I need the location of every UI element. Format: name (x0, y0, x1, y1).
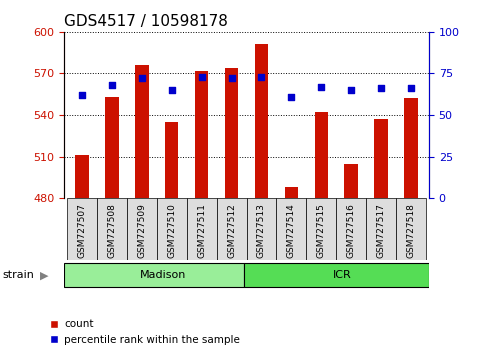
Text: GSM727510: GSM727510 (167, 203, 176, 258)
Bar (315, 112, 328, 198)
Bar (404, 98, 418, 198)
Bar (75, 155, 89, 198)
Bar (225, 68, 238, 198)
Text: GSM727518: GSM727518 (406, 203, 416, 258)
Bar (306, 198, 336, 260)
Text: GSM727512: GSM727512 (227, 203, 236, 258)
Point (257, 74, 265, 80)
Point (78, 92, 86, 98)
Legend: count, percentile rank within the sample: count, percentile rank within the sample (45, 315, 245, 349)
Bar (216, 198, 246, 260)
Text: GSM727508: GSM727508 (107, 203, 116, 258)
Bar (97, 198, 127, 260)
Point (138, 76, 146, 81)
Point (168, 87, 176, 93)
Bar (195, 71, 209, 198)
Point (317, 84, 325, 90)
Text: Madison: Madison (140, 270, 186, 280)
Point (198, 74, 206, 80)
Bar (157, 198, 187, 260)
Text: GSM727509: GSM727509 (138, 203, 146, 258)
Bar (336, 198, 366, 260)
Bar (244, 263, 429, 287)
Text: GSM727515: GSM727515 (317, 203, 326, 258)
Bar (105, 97, 119, 198)
Bar (396, 198, 426, 260)
Bar (165, 122, 178, 198)
Bar (345, 164, 358, 198)
Bar (187, 198, 216, 260)
Text: GSM727517: GSM727517 (377, 203, 386, 258)
Text: ▶: ▶ (40, 270, 48, 280)
Text: strain: strain (2, 270, 35, 280)
Bar (366, 198, 396, 260)
Point (287, 94, 295, 99)
Text: GSM727513: GSM727513 (257, 203, 266, 258)
Bar (67, 198, 97, 260)
Bar (246, 198, 277, 260)
Text: GSM727516: GSM727516 (347, 203, 355, 258)
Bar (255, 44, 268, 198)
Text: GSM727511: GSM727511 (197, 203, 206, 258)
Bar (127, 198, 157, 260)
Point (407, 86, 415, 91)
Point (347, 87, 355, 93)
Text: GSM727507: GSM727507 (77, 203, 87, 258)
Text: ICR: ICR (333, 270, 352, 280)
Bar (374, 119, 388, 198)
Text: GDS4517 / 10598178: GDS4517 / 10598178 (64, 14, 228, 29)
Bar (284, 187, 298, 198)
Point (377, 86, 385, 91)
Bar (277, 198, 306, 260)
Text: GSM727514: GSM727514 (287, 203, 296, 258)
Bar (64, 263, 244, 287)
Point (228, 76, 236, 81)
Point (108, 82, 116, 88)
Bar (135, 65, 148, 198)
